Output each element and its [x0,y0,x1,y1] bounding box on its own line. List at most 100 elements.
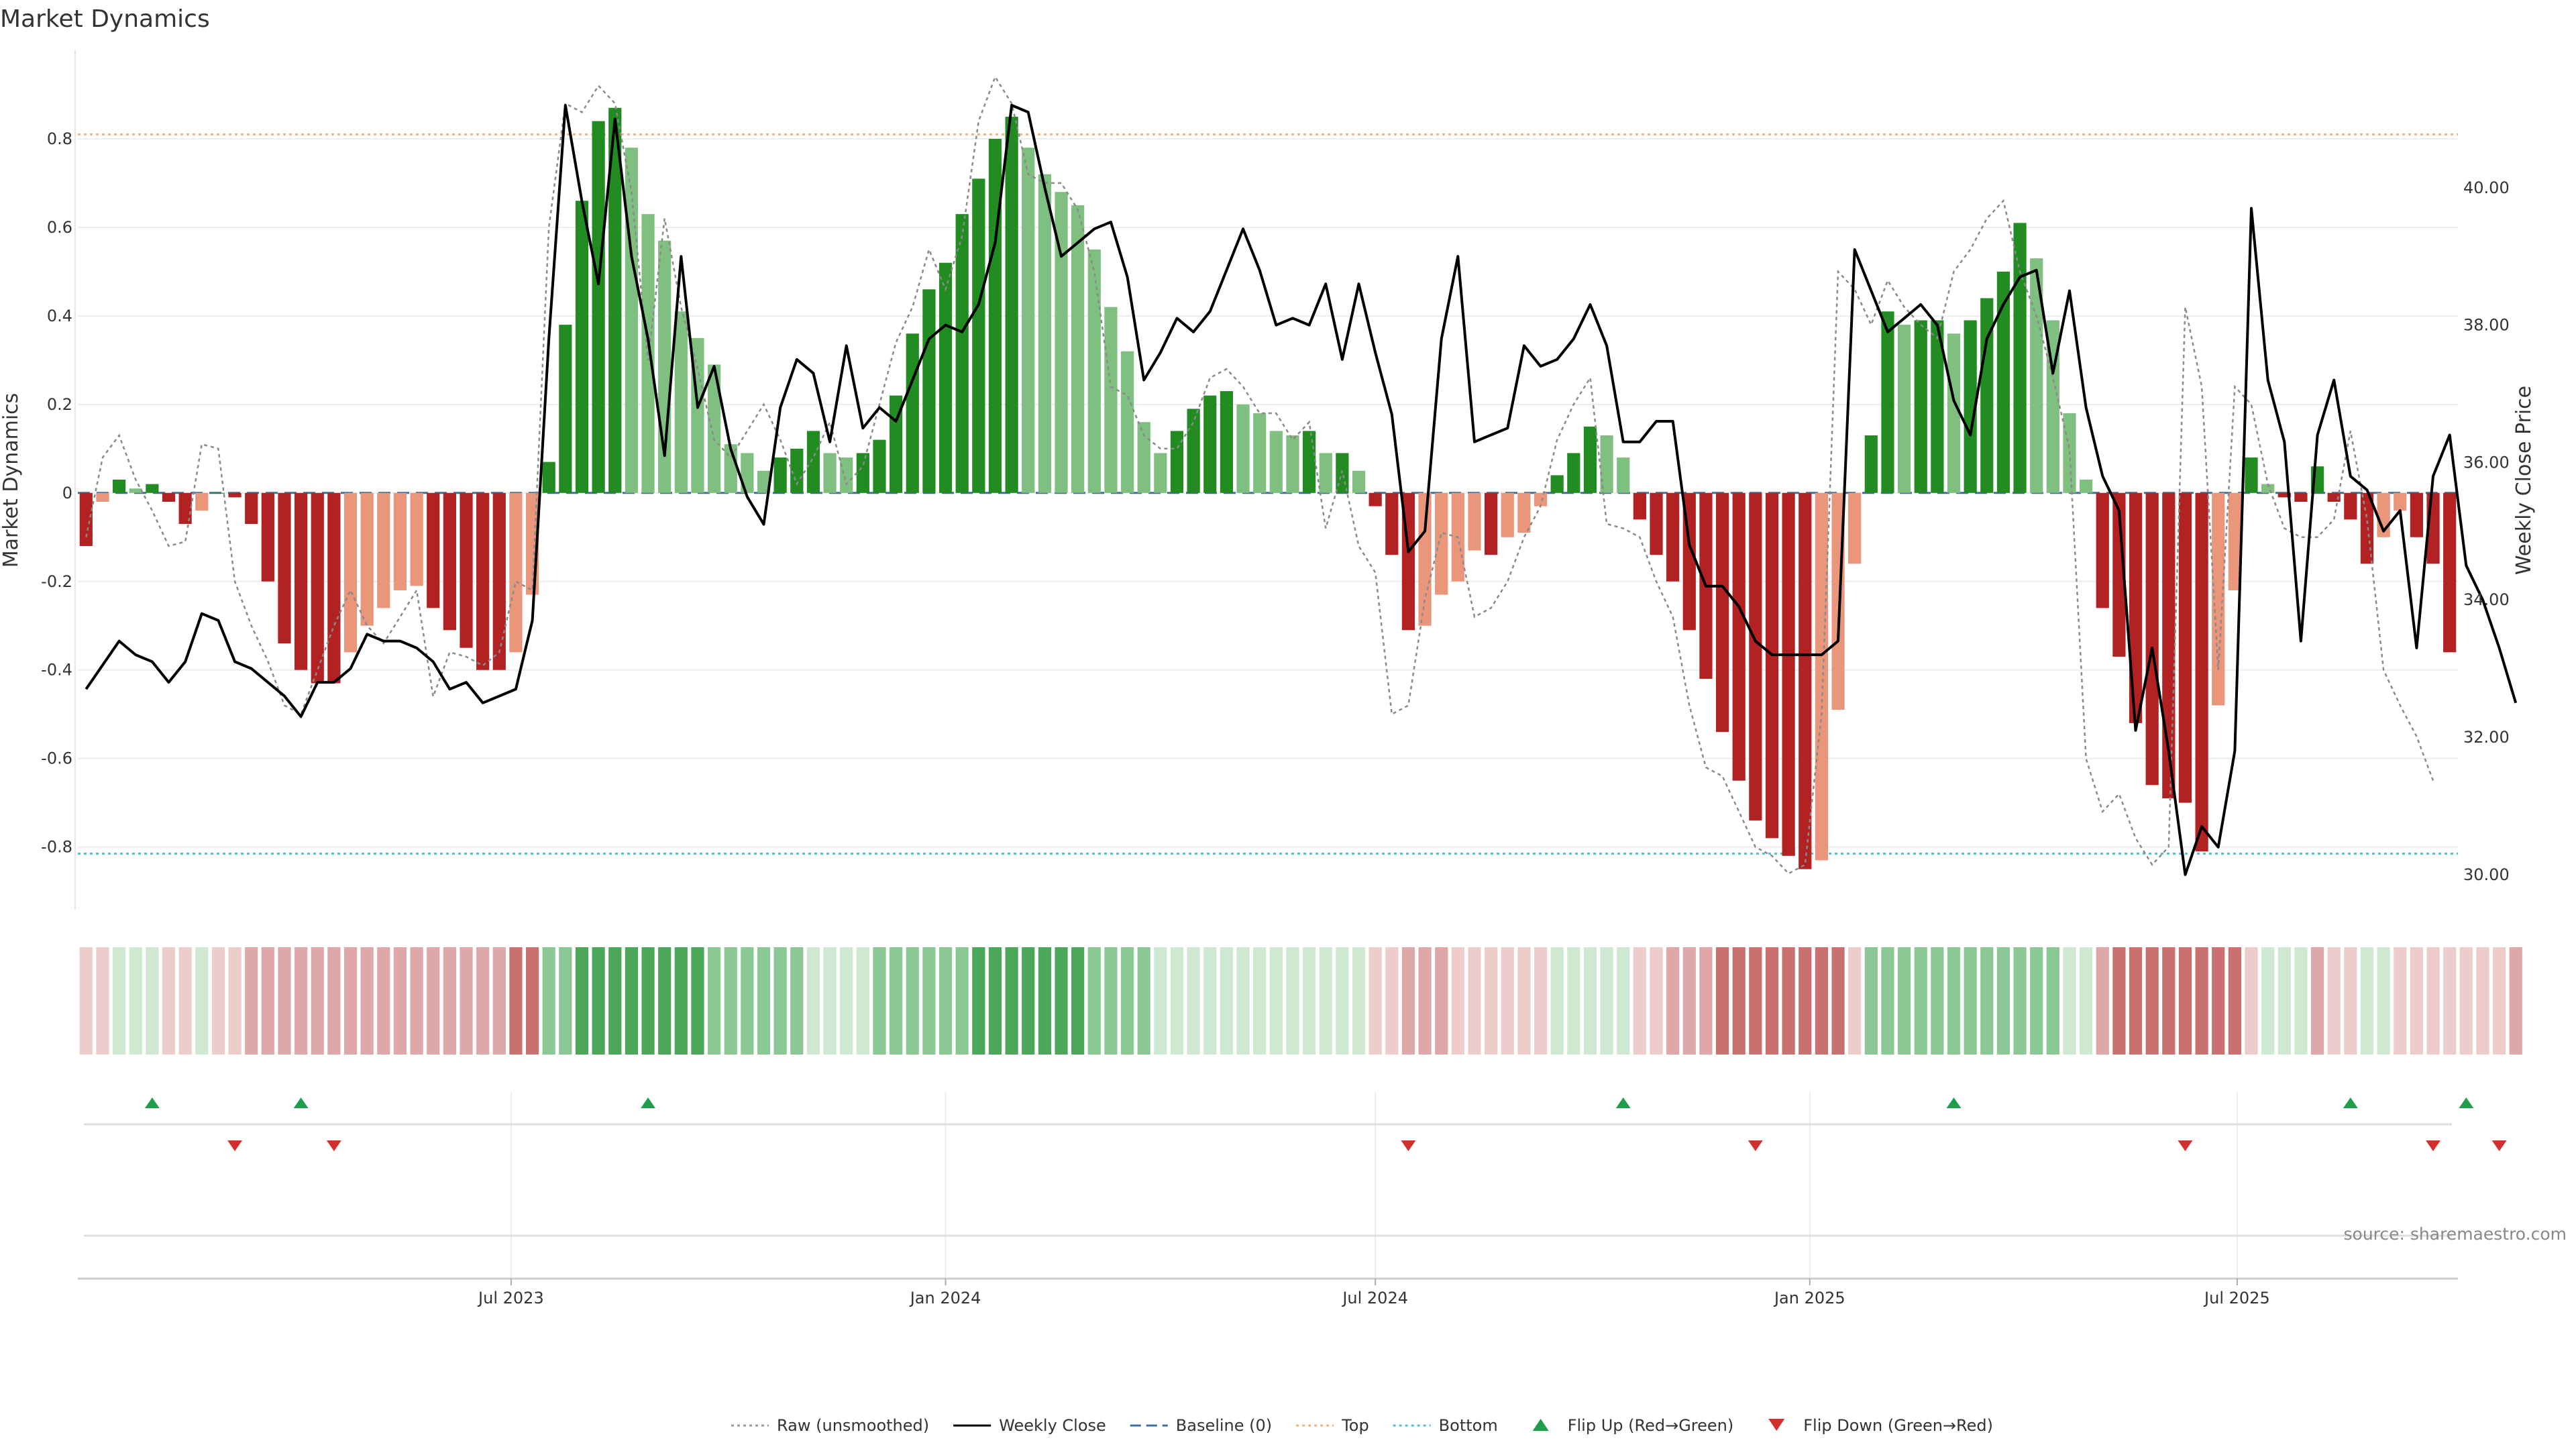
band-cell [2410,947,2424,1055]
bar [112,480,126,493]
band-cell [922,947,936,1055]
band-cell [1154,947,1167,1055]
bar [1947,333,1961,493]
legend-swatch [1532,1419,1549,1431]
bar [1897,325,1911,493]
bar [1799,492,1812,869]
bar [2013,223,2027,493]
band-cell [1517,947,1531,1055]
band-cell [641,947,655,1055]
band-cell [1914,947,1927,1055]
band-cell [773,947,787,1055]
bar [1055,192,1068,493]
band-cell [1699,947,1713,1055]
band-cell [1980,947,1994,1055]
x-tick-label: Jul 2025 [2203,1289,2270,1307]
band-cell [245,947,258,1055]
bar [2030,258,2043,493]
legend-label: Weekly Close [999,1416,1106,1435]
legend-label: Flip Down (Green→Red) [1803,1416,1993,1435]
bar [1253,413,1267,493]
bar [1120,351,1134,493]
bar [2443,492,2457,653]
bar [2245,458,2258,493]
band-cell [1435,947,1448,1055]
bar [840,458,853,493]
legend-label: Baseline (0) [1176,1416,1272,1435]
bar [1038,174,1051,493]
band-cell [972,947,985,1055]
band-cell [988,947,1002,1055]
legend-swatch [1768,1419,1785,1431]
band-cell [1401,947,1415,1055]
band-cell [625,947,639,1055]
y-tick-label: 0.6 [47,218,72,237]
bar [2277,492,2291,498]
band-cell [2476,947,2489,1055]
bar [1071,205,1085,493]
band-cell [1633,947,1646,1055]
band-cell [2443,947,2457,1055]
bar [1468,492,1481,551]
legend-item: Top [1296,1416,1369,1435]
flip-down-marker [326,1140,341,1151]
band-cell [1964,947,1977,1055]
bar [278,492,291,644]
band-cell [1534,947,1548,1055]
band-cell [1485,947,1498,1055]
bar [162,492,176,502]
band-cell [1451,947,1464,1055]
y-tick-label: -0.6 [41,749,72,768]
band-cell [2145,947,2159,1055]
bar [2080,480,2093,493]
bar [1715,492,1729,733]
band-cell [2310,947,2324,1055]
band-cell [1715,947,1729,1055]
bar [1269,431,1283,493]
band-cell [757,947,771,1055]
bar [1782,492,1795,856]
bar [443,492,456,631]
bar [1485,492,1498,555]
bar [2112,492,2126,657]
band-cell [2327,947,2341,1055]
bar [1732,492,1746,781]
legend-item: Flip Down (Green→Red) [1768,1416,1993,1435]
bar [2360,492,2374,564]
bar [377,492,390,608]
band-cell [96,947,109,1055]
band-cell [410,947,423,1055]
bar [1650,492,1663,555]
y-tick-label: 0.8 [47,129,72,148]
bar [2327,492,2341,502]
band-cell [1137,947,1150,1055]
bar [2294,492,2308,502]
band-cell [2492,947,2506,1055]
right-axis-label: Weekly Close Price [2512,386,2536,575]
band-cell [840,947,853,1055]
flip-up-marker [1946,1097,1962,1108]
reference-lines [78,133,2458,855]
band-cell [129,947,142,1055]
band-cell [294,947,308,1055]
bar [1104,307,1118,493]
y2-tick-label: 32.00 [2463,728,2510,747]
band-cell [2030,947,2043,1055]
band-cell [2112,947,2126,1055]
band-cell [1005,947,1018,1055]
bar [1749,492,1762,821]
band-cell [1022,947,1035,1055]
band-cell [873,947,886,1055]
band-cell [1302,947,1316,1055]
y-tick-label: 0 [62,484,72,502]
flip-up-marker [2343,1097,2358,1108]
band-cell [592,947,605,1055]
bar [427,492,440,608]
bar [1352,470,1366,493]
bar [79,492,93,546]
bar [542,462,555,493]
band-cell [1583,947,1597,1055]
bar [1550,475,1564,493]
band-cell [393,947,407,1055]
bar [1914,320,1927,493]
